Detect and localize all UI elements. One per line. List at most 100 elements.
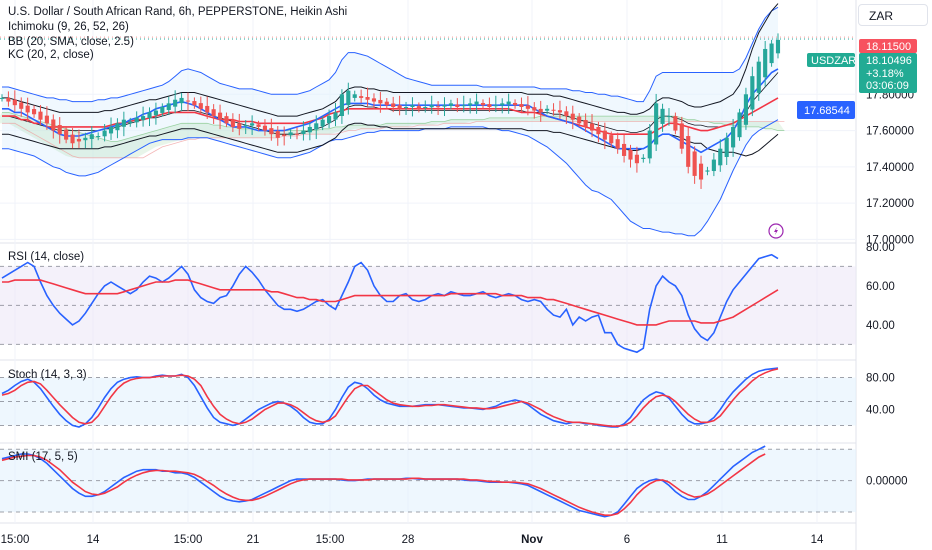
candle-body (301, 130, 306, 135)
candle-body (461, 105, 466, 107)
candle-body (474, 101, 479, 105)
candle-body (205, 105, 210, 113)
candle-body (83, 137, 88, 141)
candle-body (19, 102, 24, 109)
candle-body (654, 103, 659, 145)
candle-body (403, 106, 409, 108)
candle-body (102, 130, 107, 137)
smi-series-signal (1, 453, 766, 516)
candle-body (615, 139, 620, 149)
candle-body (410, 105, 415, 107)
time-axis-label: 28 (402, 534, 415, 546)
candle-body (262, 125, 268, 131)
candle-body (506, 101, 511, 105)
symbol-badge (807, 53, 855, 67)
candle-body (416, 106, 421, 109)
candle-body (602, 130, 607, 140)
candle-body (750, 76, 755, 110)
price-pane[interactable] (0, 3, 856, 239)
candle-body (320, 119, 325, 127)
lightning-icon-glyph (774, 227, 778, 235)
candle-body (628, 149, 633, 160)
candle-body (724, 137, 729, 158)
rsi-series-main (1, 253, 779, 354)
candle-body (121, 119, 126, 127)
time-axis-label: 15:00 (316, 534, 345, 546)
rsi-series-signal (2, 279, 779, 326)
time-axis-label: 6 (624, 534, 630, 546)
indicator-ichimoku[interactable]: Ichimoku (9, 26, 52, 26) (8, 21, 129, 33)
candle-body (282, 134, 287, 137)
candle-body (532, 107, 537, 111)
candle-body (51, 119, 56, 131)
candle-body (480, 102, 486, 106)
candle-body (468, 103, 473, 106)
candle-body (64, 129, 69, 140)
price-axis-label: 17.40000 (866, 162, 914, 174)
currency-selector[interactable]: ZAR (858, 4, 928, 26)
candle-body (31, 109, 37, 115)
price-axis[interactable]: 17.0000017.2000017.4000017.6000017.80000… (866, 89, 914, 487)
candle-body (519, 104, 524, 107)
candle-body (731, 126, 736, 148)
stoch-pane[interactable] (0, 367, 856, 428)
candle-body (698, 163, 704, 180)
candle-body (76, 138, 82, 142)
smi-legend[interactable]: SMI (17, 5, 5) (8, 451, 78, 463)
countdown-text: 03:06:09 (866, 80, 909, 92)
price-axis-label: 17.20000 (866, 198, 914, 210)
time-axis[interactable]: 15:00 14 15:00 21 15:00 28 Nov 6 11 14 (1, 534, 824, 546)
candle-body (44, 115, 49, 124)
stoch-series-signal (1, 368, 779, 427)
rsi-pane[interactable] (0, 253, 856, 354)
candle-body (153, 110, 158, 116)
candle-body (108, 126, 114, 134)
candle-body (577, 116, 582, 124)
smi-pane[interactable] (0, 445, 856, 518)
crosshair-price-badge (797, 101, 855, 119)
candle-body (545, 108, 550, 111)
candle-body (570, 113, 575, 120)
candle-body (294, 133, 300, 135)
candle-body (147, 112, 152, 119)
candle-body (365, 97, 370, 100)
candle-body (288, 132, 293, 136)
candle-body (384, 101, 389, 106)
candle-body (339, 94, 344, 117)
candle-body (217, 112, 223, 120)
candle-body (166, 103, 171, 110)
candle-body (737, 112, 742, 138)
candle-body (711, 159, 716, 172)
chart-title: U.S. Dollar / South African Rand, 6h, PE… (8, 6, 348, 18)
candle-body (679, 123, 684, 149)
indicator-bb[interactable]: BB (20, SMA, close, 2.5) (8, 36, 134, 48)
candle-body (352, 94, 357, 98)
candle-body (25, 105, 30, 113)
candle-body (230, 119, 235, 127)
candle-body (500, 103, 505, 106)
ichimoku-span-a (2, 112, 785, 142)
stoch-legend[interactable]: Stoch (14, 3, 3) (8, 369, 87, 381)
indicator-kc[interactable]: KC (20, 2, close) (8, 49, 94, 61)
candle-body (185, 100, 191, 102)
candle-body (333, 112, 338, 120)
time-axis-label: 14 (87, 534, 100, 546)
stoch-series-main (1, 367, 779, 428)
candle-body (89, 134, 94, 140)
last-price-text: 18.10496 (866, 55, 912, 67)
candle-body (609, 135, 614, 144)
candle-body (359, 96, 364, 98)
candle-body (763, 48, 768, 78)
price-axis-label: 17.00000 (866, 234, 914, 246)
candle-body (436, 106, 441, 108)
crosshair-price-text: 17.68544 (804, 105, 850, 117)
candle-body (423, 106, 428, 108)
candle-body (705, 170, 710, 172)
high-price-badge-text: 18.11500 (866, 41, 911, 53)
ichimoku-cloud (0, 112, 785, 158)
bb-lower-line (2, 119, 779, 237)
rsi-legend[interactable]: RSI (14, close) (8, 251, 85, 263)
candle-body (647, 130, 652, 159)
candle-body (660, 108, 665, 124)
